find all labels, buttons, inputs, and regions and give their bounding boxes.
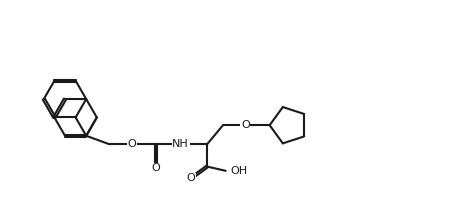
Text: O: O — [187, 173, 195, 183]
Text: O: O — [151, 163, 160, 173]
Text: O: O — [127, 139, 136, 149]
Text: OH: OH — [230, 166, 247, 176]
Text: O: O — [240, 120, 249, 130]
Text: NH: NH — [172, 139, 188, 149]
